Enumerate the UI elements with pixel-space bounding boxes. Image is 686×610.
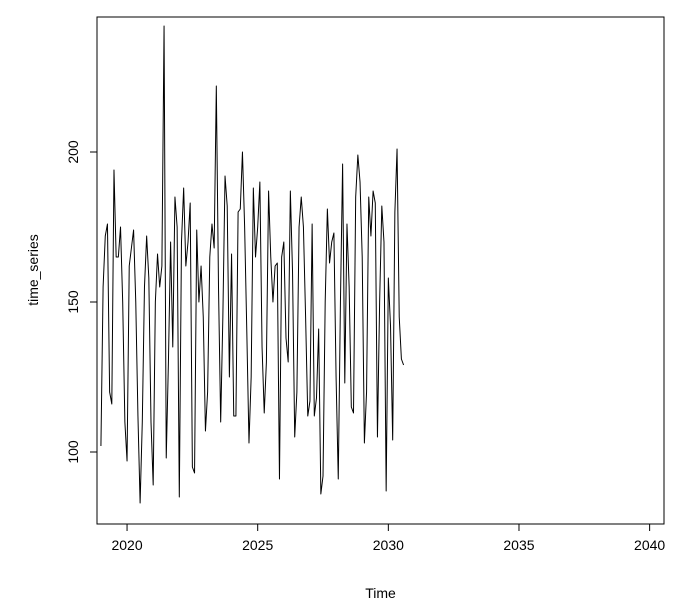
y-tick-label: 200 — [65, 140, 81, 164]
series-line — [100, 25, 405, 504]
y-axis-label: time_series — [25, 234, 41, 306]
y-axis: 100 150 200 — [65, 140, 98, 464]
x-axis-label: Time — [365, 585, 396, 601]
x-tick-label: 2040 — [634, 537, 665, 553]
x-axis: 2020 2025 2030 2035 2040 — [111, 523, 665, 553]
x-tick-label: 2025 — [242, 537, 273, 553]
x-tick-label: 2035 — [503, 537, 534, 553]
x-tick-label: 2020 — [111, 537, 142, 553]
y-tick-label: 100 — [65, 440, 81, 464]
series-layer — [100, 25, 405, 504]
x-tick-label: 2030 — [373, 537, 404, 553]
y-tick-label: 150 — [65, 290, 81, 314]
